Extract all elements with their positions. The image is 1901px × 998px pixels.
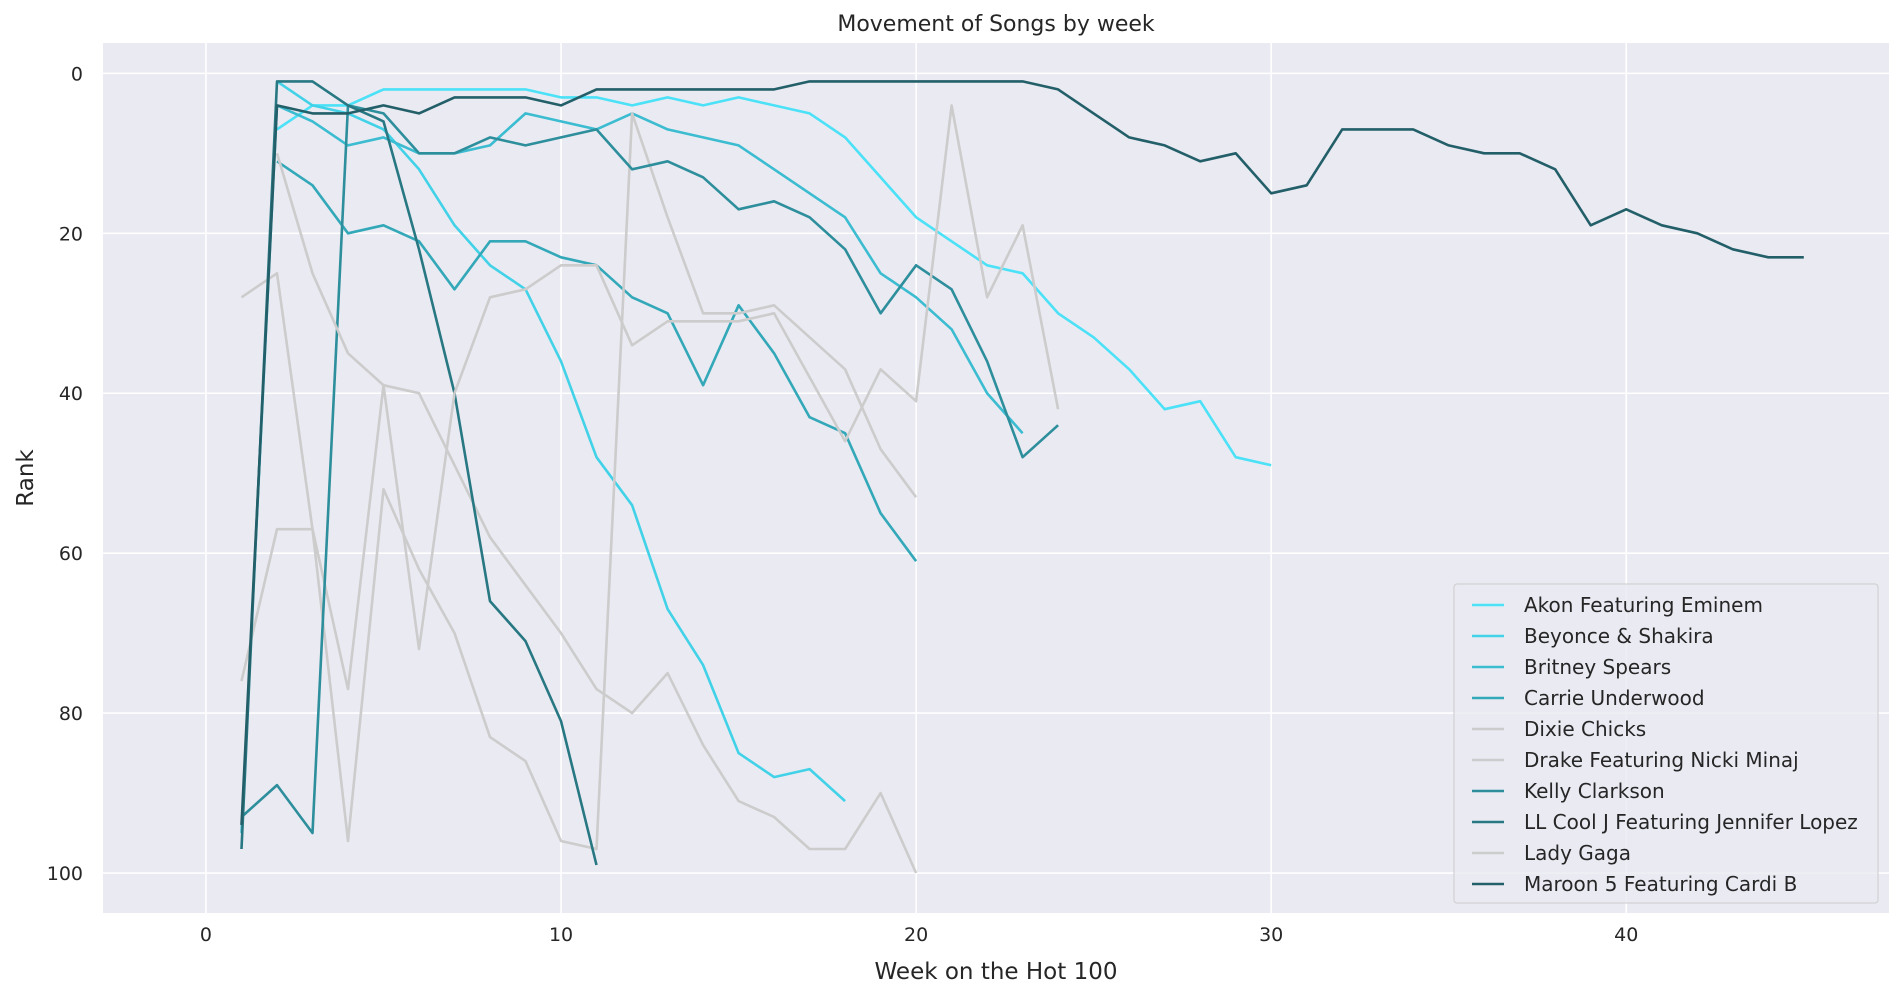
legend-label: Maroon 5 Featuring Cardi B [1524,872,1797,896]
y-tick-label: 80 [59,703,83,725]
series-line-lady-gaga [275,104,1060,651]
legend-label: Drake Featuring Nicki Minaj [1524,748,1799,772]
legend-label: LL Cool J Featuring Jennifer Lopez [1524,810,1858,834]
chart-title: Movement of Songs by week [837,12,1155,37]
legend: Akon Featuring Eminem Beyonce & Shakira Br… [1453,583,1879,904]
series-line-akon-featuring-eminem [276,88,1272,467]
x-tick-label: 30 [1259,924,1283,946]
x-tick-label: 40 [1614,924,1638,946]
legend-label: Beyonce & Shakira [1524,624,1714,648]
series-line-maroon-5-featuring-cardi-b [240,80,1804,826]
series-lines [240,80,1804,874]
legend-label: Akon Featuring Eminem [1524,593,1763,617]
x-axis-title: Week on the Hot 100 [875,959,1118,985]
y-tick-label: 20 [59,223,83,245]
series-line-drake-featuring-nicki-minaj [240,112,918,851]
series-line-dixie-chicks [240,271,918,874]
y-tick-label: 100 [47,863,83,885]
x-tick-label: 20 [904,924,928,946]
series-line-beyonce-shakira [276,80,846,803]
legend-label: Kelly Clarkson [1524,779,1665,803]
legend-label: Dixie Chicks [1524,717,1646,741]
legend-label: Lady Gaga [1524,841,1631,865]
series-line-ll-cool-j-featuring-jennifer-lopez [240,80,598,866]
x-tick-label: 0 [200,924,212,946]
legend-label: Carrie Underwood [1524,686,1705,710]
y-axis-title: Rank [13,449,39,507]
tick-labels: 0 10 20 30 40 0 20 40 60 80 100 [47,63,1639,946]
y-tick-label: 0 [71,63,83,85]
legend-label: Britney Spears [1524,655,1671,679]
x-tick-label: 10 [549,924,573,946]
y-tick-label: 40 [59,383,83,405]
legend-box [1453,583,1879,904]
y-tick-label: 60 [59,543,83,565]
series-line-kelly-clarkson [240,104,1059,835]
